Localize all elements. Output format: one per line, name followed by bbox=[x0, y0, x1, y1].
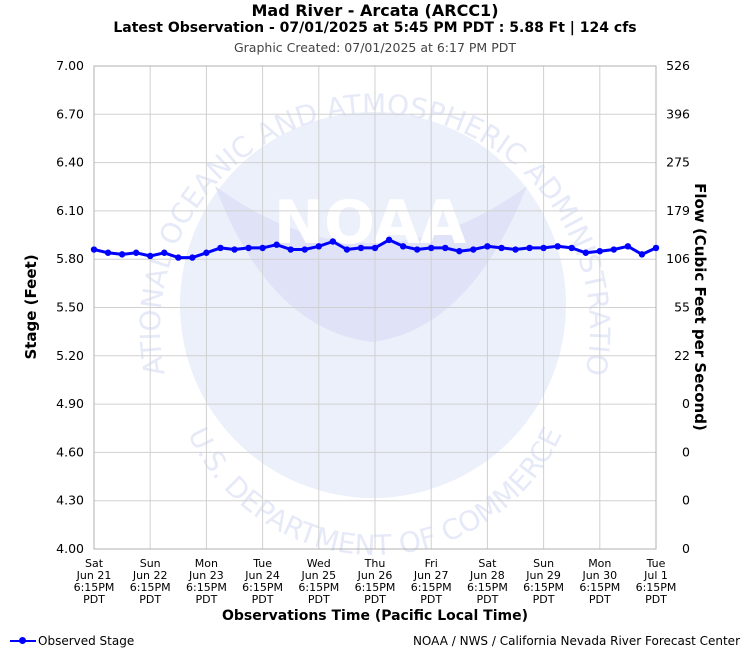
legend: Observed Stage bbox=[10, 634, 134, 648]
x-tick-label: Mon Jun 23 6:15PM PDT bbox=[186, 557, 227, 606]
series-point bbox=[512, 246, 519, 253]
y2-tick-label: 55 bbox=[674, 300, 690, 315]
y2-tick-label: 22 bbox=[674, 348, 690, 363]
y-tick-label: 4.90 bbox=[56, 396, 84, 411]
series-point bbox=[498, 244, 505, 252]
observed-stage-series bbox=[90, 236, 660, 261]
y-tick-label: 4.30 bbox=[56, 493, 84, 508]
series-point bbox=[596, 247, 603, 255]
series-point bbox=[540, 244, 547, 252]
x-tick-label: Thu Jun 26 6:15PM PDT bbox=[355, 557, 396, 606]
y-tick-label: 7.00 bbox=[56, 58, 84, 73]
y-tick-label: 4.60 bbox=[56, 444, 84, 459]
series-point bbox=[259, 244, 266, 252]
series-point bbox=[118, 251, 126, 258]
series-point bbox=[399, 243, 407, 250]
y-tick-label: 6.10 bbox=[56, 203, 84, 218]
y2-tick-label: 275 bbox=[666, 155, 690, 170]
series-point bbox=[470, 246, 477, 253]
series-point bbox=[315, 243, 322, 250]
y-axis-ticks: 4.00 4.30 4.60 4.90 5.20 5.50 5.80 6.10 6.40 6.70… bbox=[56, 58, 84, 556]
y2-tick-label: 396 bbox=[666, 106, 690, 121]
series-point bbox=[554, 243, 561, 250]
watermark-logo-text: NOAA bbox=[274, 188, 467, 258]
x-tick-label: Sun Jun 29 6:15PM PDT bbox=[523, 557, 564, 606]
x-tick-label: Wed Jun 25 6:15PM PDT bbox=[298, 557, 339, 606]
series-point bbox=[456, 247, 463, 255]
series-point bbox=[273, 241, 280, 248]
y-tick-label: 5.20 bbox=[56, 348, 84, 363]
x-tick-label: Fri Jun 27 6:15PM PDT bbox=[411, 557, 452, 606]
x-tick-label: Sun Jun 22 6:15PM PDT bbox=[130, 557, 171, 606]
series-point bbox=[231, 246, 238, 253]
y2-tick-label: 0 bbox=[682, 396, 690, 411]
x-tick-label: Sat Jun 28 6:15PM PDT bbox=[467, 557, 508, 606]
series-point bbox=[287, 246, 294, 253]
y2-tick-label: 0 bbox=[682, 541, 690, 556]
series-point bbox=[357, 244, 365, 252]
y2-tick-label: 526 bbox=[666, 58, 690, 73]
series-point bbox=[301, 246, 308, 253]
y2-axis-label: Flow (Cubic Feet per Second) bbox=[691, 183, 709, 431]
y2-axis-ticks: 0 0 0 0 22 55 106 179 275 396 526 bbox=[666, 58, 690, 556]
series-point bbox=[161, 249, 168, 256]
series-point bbox=[442, 244, 449, 252]
series-point bbox=[343, 246, 351, 253]
x-tick-label: Tue Jun 24 6:15PM PDT bbox=[242, 557, 283, 606]
y2-tick-label: 0 bbox=[682, 493, 690, 508]
series-point bbox=[568, 244, 575, 252]
series-point bbox=[413, 246, 421, 253]
legend-label: Observed Stage bbox=[38, 634, 135, 648]
y2-tick-label: 106 bbox=[666, 251, 690, 266]
chart-grid bbox=[93, 65, 657, 550]
series-point bbox=[624, 243, 632, 250]
series-point bbox=[526, 244, 533, 252]
series-point bbox=[484, 243, 491, 250]
series-point bbox=[371, 244, 379, 252]
chart-title: Mad River - Arcata (ARCC1) bbox=[251, 1, 499, 20]
y2-tick-label: 179 bbox=[666, 203, 690, 218]
series-point bbox=[147, 252, 154, 260]
series-point bbox=[189, 254, 196, 261]
series-point bbox=[175, 254, 182, 261]
series-point bbox=[90, 246, 98, 253]
x-tick-label: Mon Jun 30 6:15PM PDT bbox=[579, 557, 620, 606]
credit-text: NOAA / NWS / California Nevada River For… bbox=[412, 634, 740, 648]
series-point bbox=[652, 244, 660, 252]
y-tick-label: 5.50 bbox=[56, 300, 84, 315]
legend-line-marker-icon bbox=[10, 636, 36, 646]
series-point bbox=[104, 249, 112, 256]
y-tick-label: 5.80 bbox=[56, 251, 84, 266]
series-point bbox=[329, 238, 337, 245]
y-tick-label: 6.40 bbox=[56, 155, 84, 170]
x-tick-label: Sat Jun 21 6:15PM PDT bbox=[74, 557, 115, 606]
latest-observation: Latest Observation - 07/01/2025 at 5:45 … bbox=[113, 20, 637, 36]
y2-tick-label: 0 bbox=[682, 444, 690, 459]
x-axis-ticks: Sat Jun 21 6:15PM PDT Sun Jun 22 6:15PM PDT Mon J… bbox=[74, 557, 677, 606]
series-point bbox=[203, 249, 210, 256]
y-tick-label: 4.00 bbox=[56, 541, 84, 556]
series-point bbox=[582, 249, 589, 256]
x-axis-label: Observations Time (Pacific Local Time) bbox=[222, 608, 528, 624]
graphic-created: Graphic Created: 07/01/2025 at 6:17 PM P… bbox=[233, 40, 516, 55]
series-point bbox=[217, 244, 224, 252]
plot-frame bbox=[93, 65, 657, 550]
series-point bbox=[638, 251, 646, 258]
y-axis-label: Stage (Feet) bbox=[22, 254, 40, 359]
y-tick-label: 6.70 bbox=[56, 106, 84, 121]
noaa-watermark: NOAANATIONAL OCEANIC AND ATMOSPHERIC ADM… bbox=[0, 0, 616, 562]
series-point bbox=[610, 246, 618, 253]
series-point bbox=[245, 244, 252, 252]
series-point bbox=[428, 244, 435, 252]
series-point bbox=[385, 236, 393, 244]
x-tick-label: Tue Jul 1 6:15PM PDT bbox=[636, 557, 677, 606]
series-point bbox=[132, 249, 140, 256]
watermark-bird-shape bbox=[215, 186, 527, 342]
